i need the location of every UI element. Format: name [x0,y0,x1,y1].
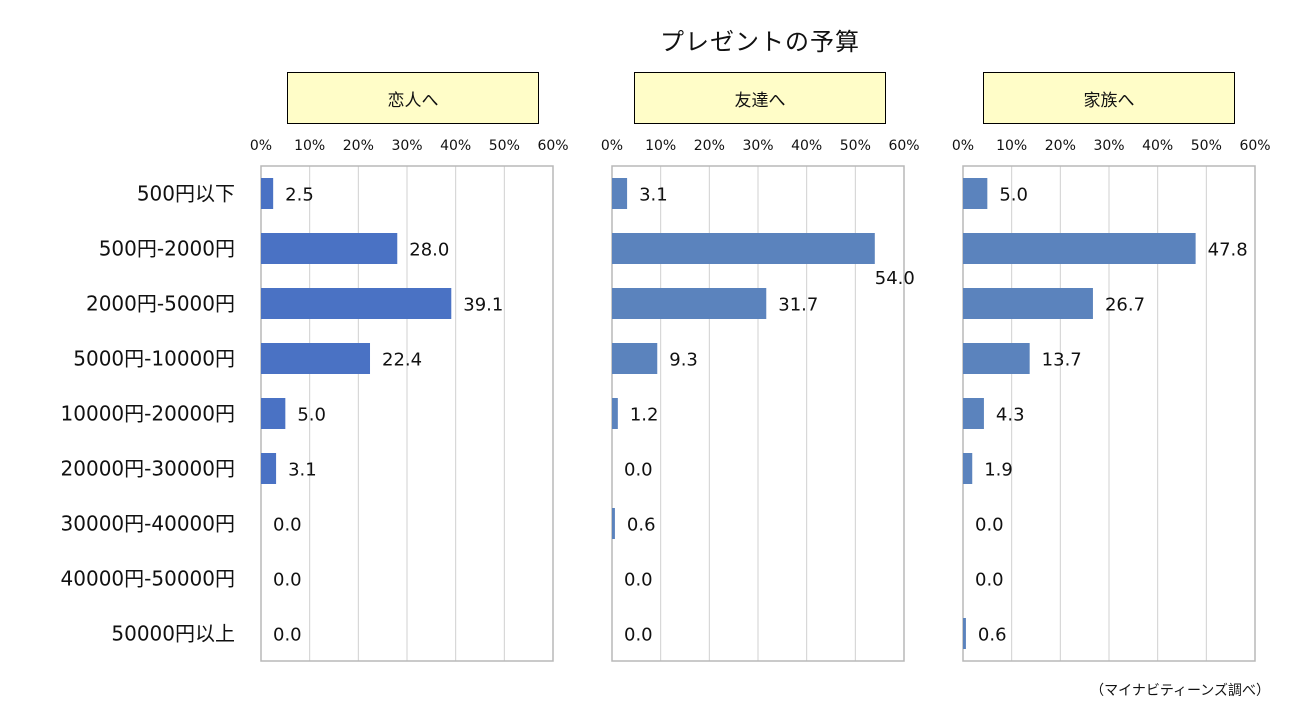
data-label: 22.4 [382,350,422,371]
data-label: 0.0 [624,570,653,591]
bar [612,398,618,429]
x-tick-label: 10% [645,138,676,154]
data-label: 54.0 [875,268,915,289]
data-label: 31.7 [778,295,818,316]
bar [963,288,1093,319]
data-label: 0.0 [975,570,1004,591]
data-label: 0.0 [975,515,1004,536]
x-tick-label: 40% [440,138,471,154]
bar [612,508,615,539]
x-tick-label: 40% [1142,138,1173,154]
bar [261,398,286,429]
data-label: 5.0 [297,405,326,426]
bar [963,398,984,429]
x-tick-label: 10% [294,138,325,154]
x-tick-label: 50% [840,138,871,154]
data-label: 4.3 [996,405,1025,426]
bar [612,288,767,319]
x-tick-label: 0% [250,138,272,154]
x-tick-label: 30% [391,138,422,154]
category-label: 10000円-20000円 [61,402,235,426]
data-label: 13.7 [1042,350,1082,371]
category-label: 2000円-5000円 [86,292,235,316]
category-label: 30000円-40000円 [61,512,235,536]
x-tick-label: 20% [694,138,725,154]
data-label: 0.0 [624,625,653,646]
bar [963,233,1196,264]
category-label: 50000円以上 [111,622,235,646]
bar [963,343,1030,374]
bar [612,233,875,264]
category-label: 500円-2000円 [99,237,235,261]
data-label: 5.0 [999,185,1028,206]
data-label: 0.0 [273,515,302,536]
data-label: 0.0 [624,460,653,481]
data-label: 3.1 [288,460,317,481]
data-label: 0.6 [627,515,656,536]
bar [261,233,398,264]
data-label: 0.0 [273,570,302,591]
panel-header-lover: 恋人へ [287,72,539,124]
data-label: 47.8 [1208,240,1248,261]
x-tick-label: 60% [888,138,919,154]
bar [261,343,371,374]
bar [261,178,274,209]
bar [963,178,988,209]
data-label: 3.1 [639,185,668,206]
x-tick-label: 0% [952,138,974,154]
panel-header-friend: 友達へ [634,72,886,124]
x-tick-label: 50% [489,138,520,154]
x-tick-label: 40% [791,138,822,154]
category-label: 20000円-30000円 [61,457,235,481]
data-label: 28.0 [409,240,449,261]
bar [612,343,658,374]
bar [261,453,277,484]
data-label: 2.5 [285,185,314,206]
x-tick-label: 0% [601,138,623,154]
data-label: 1.2 [630,405,659,426]
bar [963,453,973,484]
bar [612,178,628,209]
x-tick-label: 50% [1191,138,1222,154]
category-label: 40000円-50000円 [61,567,235,591]
category-label: 5000円-10000円 [73,347,235,371]
data-label: 1.9 [984,460,1013,481]
category-label: 500円以下 [137,182,235,206]
x-tick-label: 10% [996,138,1027,154]
x-tick-label: 20% [1045,138,1076,154]
data-label: 0.6 [978,625,1007,646]
data-label: 39.1 [463,295,503,316]
chart-title: プレゼントの予算 [660,28,860,56]
x-tick-label: 60% [1239,138,1270,154]
bar [963,618,966,649]
panel-header-family: 家族へ [983,72,1235,124]
x-tick-label: 60% [537,138,568,154]
data-label: 0.0 [273,625,302,646]
data-label: 26.7 [1105,295,1145,316]
data-label: 9.3 [669,350,698,371]
x-tick-label: 30% [742,138,773,154]
x-tick-label: 30% [1093,138,1124,154]
source-note: （マイナビティーンズ調べ） [1090,683,1270,699]
bar [261,288,452,319]
x-tick-label: 20% [343,138,374,154]
